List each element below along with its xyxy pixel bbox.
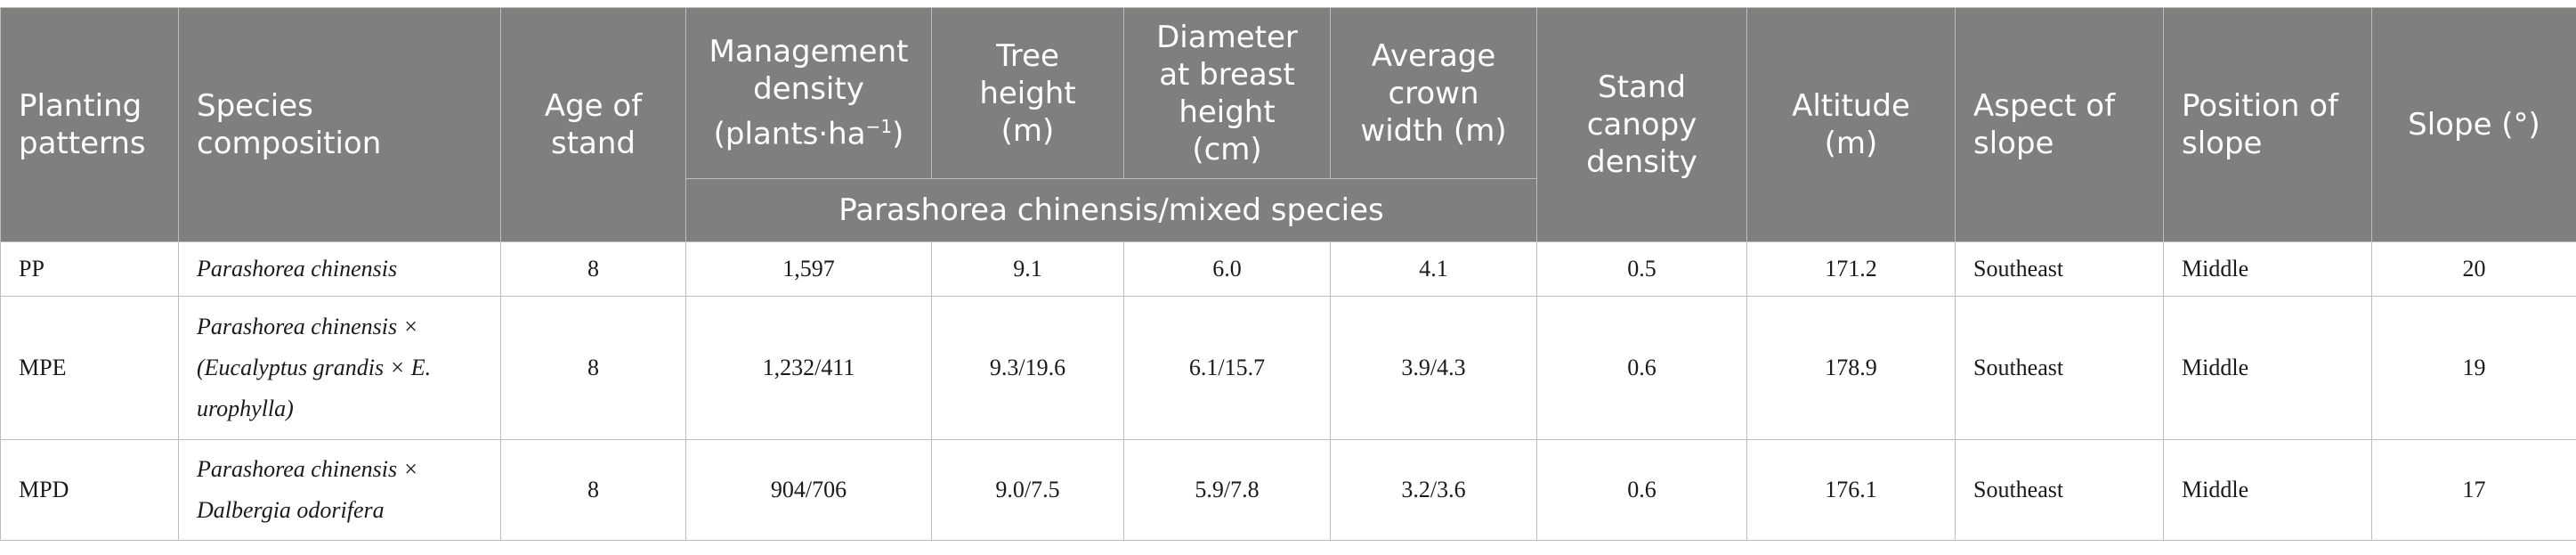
header-management-density: Management density (plants·ha−1) [685,7,932,179]
cell-species: Parashorea chinensis × Dalbergia odorife… [178,439,501,541]
cell-pattern: MPE [0,296,179,440]
cell-density: 1,232/411 [685,296,932,440]
cell-age: 8 [500,296,686,440]
cell-altitude: 178.9 [1746,296,1956,440]
header-group-label: Parashorea chinensis/mixed species [685,178,1537,242]
cell-altitude: 176.1 [1746,439,1956,541]
cell-species: Parashorea chinensis [178,241,501,297]
table-row: PP Parashorea chinensis 8 1,597 9.1 6.0 … [0,241,2576,297]
cell-crown: 3.2/3.6 [1330,439,1537,541]
cell-altitude: 171.2 [1746,241,1956,297]
header-species-composition: Species composition [178,7,501,242]
cell-slope: 17 [2371,439,2576,541]
management-density-label: Management density [709,34,909,108]
cell-dbh: 6.0 [1123,241,1331,297]
header-tree-height: Tree height (m) [931,7,1124,179]
header-age-of-stand: Age of stand [500,7,686,242]
cell-age: 8 [500,241,686,297]
cell-position: Middle [2163,296,2372,440]
cell-position: Middle [2163,241,2372,297]
cell-age: 8 [500,439,686,541]
management-density-exponent: −1 [865,116,893,138]
header-canopy-density: Stand canopy density [1536,7,1747,242]
header-crown-width: Average crown width (m) [1330,7,1537,179]
cell-crown: 4.1 [1330,241,1537,297]
cell-species: Parashorea chinensis × (Eucalyptus grand… [178,296,501,440]
table-row: MPE Parashorea chinensis × (Eucalyptus g… [0,296,2576,440]
cell-canopy: 0.6 [1536,296,1747,440]
cell-crown: 3.9/4.3 [1330,296,1537,440]
header-position-of-slope: Position of slope [2163,7,2372,242]
header-group-row: Parashorea chinensis/mixed species [1,178,2576,242]
cell-aspect: Southeast [1955,296,2164,440]
cell-dbh: 5.9/7.8 [1123,439,1331,541]
stand-characteristics-table: Planting patterns Species composition Ag… [0,7,2576,541]
cell-slope: 20 [2371,241,2576,297]
header-row: Planting patterns Species composition Ag… [0,7,2576,242]
cell-position: Middle [2163,439,2372,541]
cell-height: 9.1 [931,241,1124,297]
cell-density: 904/706 [685,439,932,541]
cell-canopy: 0.6 [1536,439,1747,541]
header-aspect-of-slope: Aspect of slope [1955,7,2164,242]
header-slope: Slope (°) [2371,7,2576,242]
cell-pattern: MPD [0,439,179,541]
header-dbh: Diameter at breast height (cm) [1123,7,1331,179]
cell-dbh: 6.1/15.7 [1123,296,1331,440]
cell-aspect: Southeast [1955,439,2164,541]
cell-pattern: PP [0,241,179,297]
cell-aspect: Southeast [1955,241,2164,297]
header-planting-patterns: Planting patterns [0,7,179,242]
cell-canopy: 0.5 [1536,241,1747,297]
table-header: Planting patterns Species composition Ag… [0,7,2576,242]
table-row: MPD Parashorea chinensis × Dalbergia odo… [0,439,2576,541]
cell-density: 1,597 [685,241,932,297]
cell-height: 9.0/7.5 [931,439,1124,541]
cell-slope: 19 [2371,296,2576,440]
management-density-unit-close: ) [892,116,904,152]
table-body: PP Parashorea chinensis 8 1,597 9.1 6.0 … [0,241,2576,541]
management-density-unit: (plants·ha [713,116,866,152]
cell-height: 9.3/19.6 [931,296,1124,440]
header-altitude: Altitude (m) [1746,7,1956,242]
